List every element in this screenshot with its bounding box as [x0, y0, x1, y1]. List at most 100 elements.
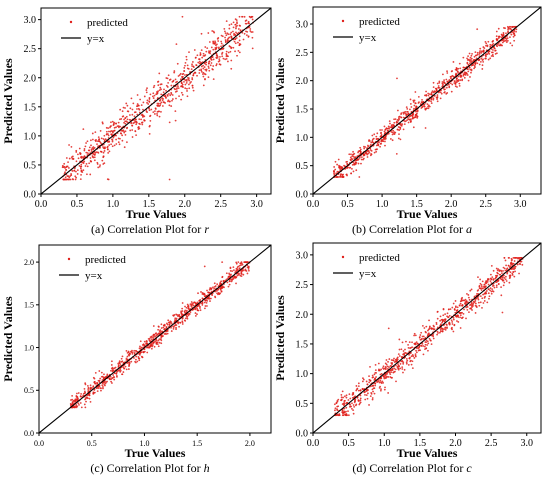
scatter-point — [157, 80, 160, 83]
scatter-point — [166, 322, 168, 325]
scatter-point — [446, 312, 449, 315]
scatter-point — [204, 78, 206, 81]
scatter-point — [456, 86, 458, 88]
scatter-point — [505, 32, 507, 35]
scatter-point — [119, 118, 121, 121]
panel-caption: (a) Correlation Plot for r — [91, 222, 209, 236]
scatter-point — [489, 43, 492, 46]
scatter-point — [402, 350, 405, 352]
scatter-point — [158, 72, 161, 75]
scatter-point — [217, 293, 219, 296]
scatter-point — [88, 392, 91, 395]
scatter-point — [210, 58, 213, 61]
scatter-point — [503, 256, 506, 259]
scatter-point — [235, 26, 237, 28]
scatter-point — [225, 34, 228, 37]
scatter-point — [126, 127, 128, 130]
scatter-point — [125, 120, 128, 123]
scatter-point — [370, 149, 373, 152]
scatter-point — [388, 358, 391, 360]
scatter-point — [225, 20, 228, 23]
scatter-point — [242, 273, 245, 276]
scatter-point — [186, 87, 188, 90]
scatter-point — [196, 74, 198, 77]
scatter-point — [371, 376, 374, 379]
scatter-point — [117, 121, 120, 124]
scatter-point — [116, 375, 118, 378]
scatter-point — [515, 256, 518, 259]
legend-label-identity: y=x — [359, 268, 377, 280]
scatter-point — [189, 311, 192, 314]
scatter-point — [350, 159, 352, 162]
scatter-point — [84, 165, 87, 167]
scatter-point — [462, 66, 465, 69]
scatter-point — [160, 110, 162, 113]
scatter-point — [119, 137, 121, 140]
scatter-point — [487, 288, 490, 291]
scatter-point — [74, 175, 77, 178]
scatter-point — [244, 261, 246, 263]
scatter-point — [445, 78, 448, 81]
scatter-point — [214, 295, 216, 298]
scatter-point — [115, 143, 118, 145]
scatter-point — [191, 77, 194, 79]
scatter-point — [400, 348, 403, 351]
x-tick-label: 0.5 — [71, 199, 84, 210]
scatter-point — [436, 311, 439, 313]
scatter-point — [160, 342, 163, 345]
legend-label-identity: y=x — [359, 32, 377, 44]
scatter-point — [417, 102, 420, 104]
scatter-point — [459, 314, 462, 317]
scatter-point — [155, 339, 158, 342]
scatter-point — [166, 77, 169, 80]
scatter-point — [244, 269, 247, 272]
scatter-point — [113, 129, 116, 132]
scatter-point — [386, 365, 389, 368]
scatter-point — [509, 262, 512, 264]
scatter-point — [90, 139, 92, 142]
scatter-point — [158, 89, 161, 92]
scatter-point — [227, 285, 230, 288]
scatter-point — [346, 160, 349, 163]
scatter-point — [247, 268, 250, 270]
scatter-point — [388, 120, 391, 123]
scatter-point — [220, 34, 223, 37]
scatter-point — [513, 34, 516, 37]
scatter-point — [367, 149, 370, 152]
scatter-point — [175, 43, 178, 46]
scatter-point — [111, 140, 114, 143]
scatter-point — [343, 164, 345, 167]
scatter-point — [439, 97, 442, 100]
scatter-point — [337, 176, 340, 178]
scatter-point — [191, 78, 194, 81]
x-tick-label: 2.5 — [214, 199, 227, 210]
scatter-point — [466, 309, 469, 311]
scatter-point — [465, 72, 468, 74]
scatter-point — [212, 286, 214, 289]
scatter-point — [226, 32, 229, 35]
scatter-point — [122, 371, 125, 373]
scatter-point — [431, 334, 434, 337]
scatter-point — [369, 143, 372, 146]
scatter-point — [137, 104, 140, 107]
scatter-point — [130, 97, 133, 100]
scatter-point — [195, 64, 198, 67]
scatter-point — [439, 91, 442, 94]
x-tick-label: 0.5 — [87, 439, 97, 448]
scatter-point — [104, 384, 106, 387]
scatter-point — [170, 330, 173, 332]
scatter-point — [166, 86, 169, 88]
scatter-point — [503, 274, 505, 277]
scatter-point — [428, 337, 431, 340]
scatter-point — [235, 282, 237, 285]
scatter-point — [459, 300, 462, 303]
scatter-point — [115, 126, 117, 129]
legend-label-predicted: predicted — [359, 16, 400, 28]
scatter-point — [139, 98, 142, 101]
scatter-point — [237, 261, 240, 263]
scatter-point — [401, 359, 403, 362]
scatter-point — [136, 113, 139, 116]
scatter-point — [225, 50, 228, 53]
scatter-point — [489, 287, 492, 290]
scatter-point — [484, 40, 487, 43]
